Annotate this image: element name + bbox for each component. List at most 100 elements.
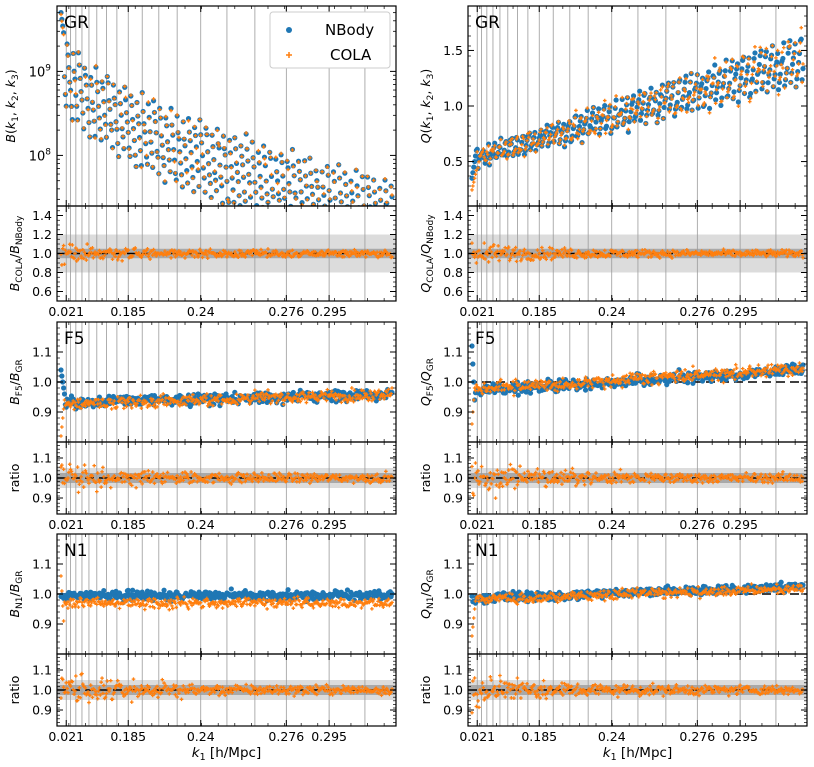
- cola-point: [377, 187, 382, 192]
- cola-point: [173, 477, 178, 482]
- nbody-point: [346, 217, 351, 222]
- cola-point: [494, 155, 499, 160]
- cola-point: [672, 377, 677, 381]
- cola-point: [522, 380, 527, 384]
- cola-point: [660, 249, 665, 253]
- cola-point: [682, 87, 687, 91]
- cola-point: [540, 245, 544, 250]
- cola-point: [144, 153, 149, 158]
- cola-point: [710, 378, 714, 383]
- cola-point: [146, 100, 151, 104]
- nbody-point: [58, 367, 64, 373]
- cola-point: [514, 259, 519, 264]
- nbody-point: [254, 202, 260, 206]
- cola-point: [229, 482, 234, 486]
- cola-point: [524, 145, 528, 149]
- cola-point: [570, 380, 575, 385]
- cola-point: [137, 475, 142, 479]
- nbody-point: [151, 393, 158, 399]
- cola-point: [195, 161, 200, 165]
- cola-point: [495, 468, 500, 473]
- cola-point: [360, 174, 365, 179]
- cola-point: [664, 472, 668, 477]
- cola-point: [768, 248, 773, 252]
- cola-point: [65, 43, 69, 47]
- cola-point: [676, 477, 680, 482]
- nbody-point: [712, 62, 718, 68]
- cola-point: [186, 118, 191, 123]
- cola-point: [583, 119, 588, 123]
- nbody-point: [618, 107, 624, 113]
- cola-point: [160, 142, 165, 147]
- cola-point: [796, 62, 801, 66]
- cola-point: [699, 249, 704, 253]
- cola-point: [218, 478, 222, 483]
- cola-point: [281, 187, 286, 192]
- cola-point: [598, 126, 603, 131]
- cola-point: [626, 378, 631, 383]
- cola-point: [677, 377, 681, 382]
- cola-point: [695, 73, 700, 77]
- cola-point: [298, 254, 303, 258]
- cola-point: [388, 393, 393, 398]
- cola-point: [136, 251, 141, 255]
- cola-point: [518, 249, 522, 253]
- cola-point: [251, 156, 255, 160]
- cola-point: [66, 251, 70, 256]
- cola-point: [649, 371, 653, 376]
- cola-point: [177, 150, 182, 155]
- cola-point: [189, 151, 193, 156]
- nbody-point: [727, 80, 733, 86]
- cola-point: [340, 212, 344, 216]
- cola-point: [339, 400, 344, 405]
- cola-point: [709, 91, 714, 95]
- cola-point: [537, 385, 542, 390]
- cola-point: [603, 131, 608, 136]
- cola-point: [556, 119, 561, 124]
- nbody-point: [584, 107, 590, 113]
- cola-point: [345, 479, 350, 483]
- cola-point: [769, 362, 774, 367]
- cola-point: [473, 461, 478, 465]
- nbody-point: [738, 75, 744, 81]
- cola-point: [178, 160, 183, 165]
- cola-point: [243, 199, 248, 203]
- cola-point: [310, 390, 315, 395]
- cola-point: [545, 477, 549, 482]
- cola-point: [657, 108, 661, 112]
- cola-point: [533, 150, 538, 154]
- cola-point: [337, 253, 342, 257]
- cola-point: [127, 477, 131, 482]
- cola-point: [567, 251, 571, 255]
- cola-point: [622, 120, 626, 125]
- cola-point: [225, 474, 229, 479]
- cola-point: [139, 255, 144, 260]
- cola-point: [70, 243, 75, 247]
- cola-point: [740, 374, 744, 378]
- nbody-point: [385, 213, 390, 218]
- cola-point: [113, 103, 117, 107]
- cola-point: [350, 386, 354, 390]
- cola-point: [717, 69, 721, 73]
- cola-point: [799, 249, 804, 253]
- x-tick-label: 0.021: [48, 304, 84, 319]
- y-tick-label: 0.6: [32, 284, 52, 299]
- cola-point: [200, 255, 205, 260]
- cola-point: [531, 137, 535, 141]
- cola-point: [506, 468, 511, 472]
- cola-point: [338, 191, 343, 196]
- nbody-point: [340, 211, 345, 216]
- y-tick-label: 0.5: [443, 154, 463, 169]
- cola-point: [719, 476, 723, 481]
- cola-point: [163, 479, 167, 484]
- cola-point: [788, 472, 792, 477]
- cola-point: [59, 12, 63, 17]
- cola-point: [492, 242, 496, 247]
- cola-point: [183, 256, 187, 260]
- cola-point: [671, 84, 675, 89]
- cola-point: [800, 479, 804, 484]
- cola-point: [700, 77, 705, 82]
- cola-point: [719, 252, 724, 256]
- cola-point: [544, 484, 549, 489]
- cola-point: [242, 475, 247, 480]
